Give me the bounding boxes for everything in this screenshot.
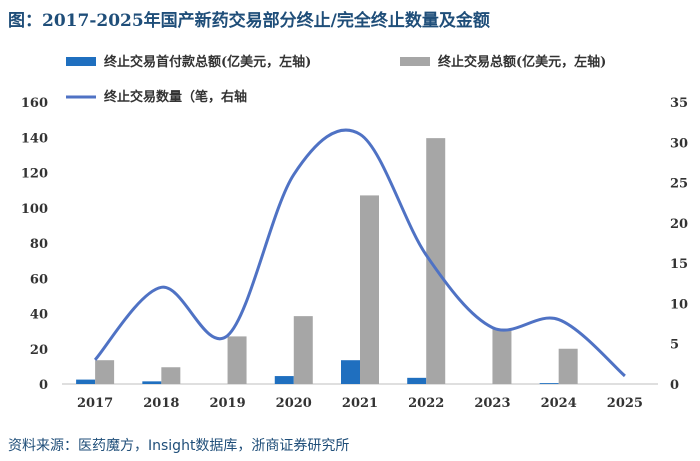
left-tick-label: 120	[21, 167, 48, 182]
legend-count-label: 终止交易数量（笔，右轴	[104, 89, 247, 105]
total-bar	[161, 367, 181, 384]
right-tick-label: 15	[670, 257, 688, 272]
deal-count-line	[93, 128, 626, 378]
upfront-bar	[341, 360, 360, 384]
total-bar	[95, 360, 115, 384]
total-bar	[293, 316, 313, 384]
right-tick-label: 10	[670, 297, 688, 312]
x-tick-label: 2020	[276, 396, 312, 411]
upfront-bar	[142, 381, 162, 384]
legend-total-label: 终止交易总额(亿美元，左轴)	[438, 54, 606, 70]
chart-title: 图：2017-2025年国产新药交易部分终止/完全终止数量及金额	[8, 11, 490, 31]
upfront-bar	[76, 379, 96, 384]
left-tick-label: 40	[30, 308, 48, 323]
total-bar	[426, 138, 446, 384]
x-tick-label: 2021	[342, 396, 378, 411]
x-tick-label: 2025	[607, 396, 643, 411]
left-tick-label: 60	[30, 272, 48, 287]
legend-count: 终止交易数量（笔，右轴	[66, 89, 247, 105]
left-tick-label: 0	[39, 378, 48, 393]
source-note: 资料来源：医药魔方，Insight数据库，浙商证券研究所	[8, 438, 350, 454]
x-tick-label: 2022	[408, 396, 444, 411]
legend-total-swatch	[400, 57, 430, 66]
x-tick-label: 2023	[474, 396, 510, 411]
left-y-axis: 0 20 40 60 80 100 120 140 160	[21, 96, 48, 393]
combo-chart: 终止交易首付款总额(亿美元，左轴) 终止交易总额(亿美元，左轴) 终止交易数量（笔，…	[21, 54, 688, 411]
x-tick-label: 2017	[77, 396, 113, 411]
right-tick-label: 30	[670, 136, 688, 151]
upfront-bar	[539, 383, 559, 384]
right-y-axis: 0 5 10 15 20 25 30 35	[670, 96, 688, 393]
line-series	[93, 128, 626, 378]
right-tick-label: 25	[670, 177, 688, 192]
bar-series	[76, 138, 578, 384]
left-tick-label: 100	[21, 202, 48, 217]
x-tick-label: 2018	[143, 396, 179, 411]
upfront-bar	[274, 376, 294, 384]
right-tick-label: 35	[670, 96, 688, 111]
right-tick-label: 0	[670, 378, 679, 393]
x-tick-label: 2019	[209, 396, 245, 411]
total-bar	[492, 328, 512, 384]
left-tick-label: 160	[21, 96, 48, 111]
x-axis: 2017 2018 2019 2020 2021 2022 2023 2024 2025	[62, 383, 658, 411]
legend-upfront-swatch	[66, 57, 96, 66]
left-tick-label: 20	[30, 343, 48, 358]
upfront-bar	[407, 377, 427, 384]
legend-upfront: 终止交易首付款总额(亿美元，左轴)	[66, 54, 311, 70]
legend-total: 终止交易总额(亿美元，左轴)	[400, 54, 606, 70]
right-tick-label: 5	[670, 338, 679, 353]
right-tick-label: 20	[670, 217, 688, 232]
total-bar	[227, 336, 247, 384]
legend: 终止交易首付款总额(亿美元，左轴) 终止交易总额(亿美元，左轴) 终止交易数量（笔，…	[66, 54, 606, 105]
total-bar	[558, 348, 578, 384]
total-bar	[360, 195, 379, 384]
left-tick-label: 140	[21, 131, 48, 146]
legend-upfront-label: 终止交易首付款总额(亿美元，左轴)	[104, 54, 311, 70]
left-tick-label: 80	[30, 237, 48, 252]
x-tick-label: 2024	[541, 396, 577, 411]
